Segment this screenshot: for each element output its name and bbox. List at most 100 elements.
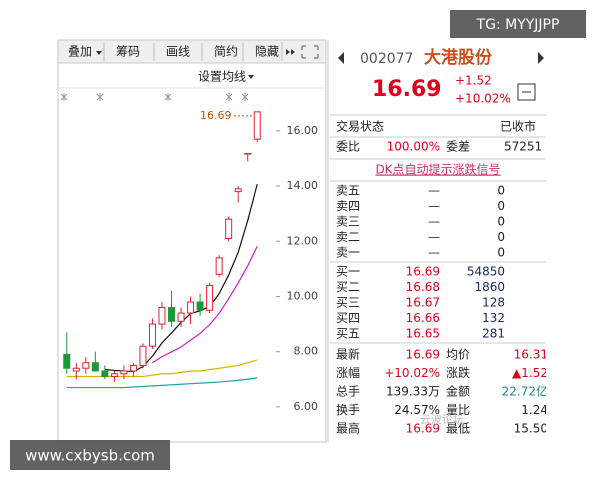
- book-price: 16.67: [406, 296, 440, 310]
- y-tick-label: 16.00: [287, 124, 319, 137]
- candle-body: [206, 284, 214, 311]
- candle-body: [91, 362, 99, 372]
- book-label: 卖二: [336, 230, 360, 244]
- stat-value: 1.24: [521, 403, 548, 417]
- toolbar-item[interactable]: 叠加: [68, 45, 92, 59]
- diff-value: 57251: [504, 140, 542, 154]
- stat-value: 16.69: [406, 422, 440, 436]
- stock-code: 002077: [360, 51, 413, 67]
- book-volume: 1860: [474, 280, 505, 294]
- markers: [60, 93, 249, 101]
- stat-value: ▲1.52: [512, 366, 548, 380]
- book-volume: 0: [497, 199, 505, 213]
- stock-name: 大港股份: [424, 47, 493, 68]
- book-volume: 128: [482, 296, 505, 310]
- book-label: 卖三: [336, 215, 360, 229]
- y-tick-label: 12.00: [287, 234, 319, 247]
- fullscreen-icon[interactable]: [301, 45, 319, 59]
- diff-label: 委差: [446, 140, 470, 154]
- stat-label: 最低: [446, 422, 470, 436]
- book-volume: 281: [482, 327, 505, 341]
- candle-body: [168, 307, 176, 322]
- stat-value: 16.69: [406, 348, 440, 362]
- status-value: 已收市: [500, 119, 536, 134]
- candle-body: [139, 345, 147, 366]
- watermark-top: TG: MYYJJPP: [476, 17, 560, 33]
- book-price: 16.69: [406, 265, 440, 279]
- candle-body: [110, 373, 118, 378]
- candle-body: [101, 370, 109, 378]
- stat-value: 16.31: [514, 348, 548, 362]
- candle-body: [187, 301, 195, 314]
- candle-body: [196, 301, 204, 311]
- book-volume: 0: [497, 215, 505, 229]
- candle-body: [225, 218, 233, 240]
- ma-setting[interactable]: 设置均线: [198, 70, 246, 84]
- dropdown-arrow: [96, 51, 102, 55]
- stat-value: 24.57%: [394, 403, 440, 417]
- ma-line: [66, 377, 258, 389]
- book-volume: 132: [482, 311, 505, 325]
- candle-body: [234, 188, 242, 193]
- ma-line: [152, 245, 258, 364]
- book-volume: 0: [497, 246, 505, 260]
- candle-body: [82, 362, 90, 369]
- stat-value: 15.50: [514, 422, 548, 436]
- book-label: 卖四: [336, 199, 360, 213]
- watermark-box: [450, 10, 586, 38]
- book-price: —: [428, 246, 440, 260]
- forum-watermark: 云波论坛: [420, 412, 464, 426]
- book-label: 卖五: [336, 184, 360, 198]
- stat-value: +10.02%: [384, 366, 440, 380]
- book-label: 买二: [336, 280, 360, 294]
- book-label: 买一: [336, 265, 360, 279]
- stat-label: 最高: [336, 421, 360, 436]
- toolbar-item[interactable]: 简约: [214, 44, 238, 59]
- book-volume: 0: [497, 230, 505, 244]
- candle-body: [120, 370, 128, 375]
- toolbar-item[interactable]: 隐藏: [255, 45, 279, 59]
- last-price-label: 16.69: [200, 109, 232, 122]
- candle-body: [253, 111, 261, 140]
- stat-label: 金额: [446, 384, 470, 399]
- dropdown-arrow: [248, 75, 254, 79]
- change: +1.52: [455, 74, 492, 88]
- change-pct: +10.02%: [455, 92, 511, 106]
- last-price: 16.69: [372, 77, 442, 102]
- stat-label: 换手: [336, 403, 360, 417]
- candle-body: [63, 353, 71, 369]
- book-volume: 54850: [467, 265, 505, 279]
- book-price: —: [428, 184, 440, 198]
- candle-body: [72, 367, 80, 372]
- y-tick-label: 6.00: [294, 400, 319, 413]
- ratio-value: 100.00%: [387, 140, 440, 154]
- ma-line: [66, 359, 258, 378]
- toolbar-item[interactable]: 筹码: [116, 45, 140, 59]
- book-label: 卖一: [336, 246, 360, 260]
- book-volume: 0: [497, 184, 505, 198]
- book-price: 16.68: [406, 280, 440, 294]
- candle-body: [158, 307, 166, 325]
- stat-value: 22.72亿: [502, 384, 548, 399]
- book-price: —: [428, 199, 440, 213]
- watermark-bottom: www.cxbysb.com: [25, 447, 155, 465]
- arrow: [286, 49, 290, 55]
- candle-body: [148, 323, 156, 347]
- y-tick-label: 14.00: [287, 179, 319, 192]
- toolbar-item[interactable]: 画线: [166, 45, 190, 59]
- candle-body: [129, 364, 137, 372]
- book-label: 买四: [336, 311, 360, 325]
- toolbar-items: 叠加 筹码 画线 简约 隐藏: [68, 43, 279, 61]
- stat-label: 均价: [446, 348, 470, 362]
- ratio-label: 委比: [336, 140, 360, 154]
- prev-arrow[interactable]: [338, 52, 344, 64]
- stat-label: 涨跌: [446, 365, 470, 380]
- next-arrow[interactable]: [538, 52, 544, 64]
- stat-label: 最新: [336, 347, 360, 362]
- book-price: —: [428, 215, 440, 229]
- signal-link[interactable]: DK点自动提示涨跌信号: [375, 162, 500, 177]
- y-tick-label: 10.00: [287, 289, 319, 302]
- book-label: 买五: [336, 327, 360, 341]
